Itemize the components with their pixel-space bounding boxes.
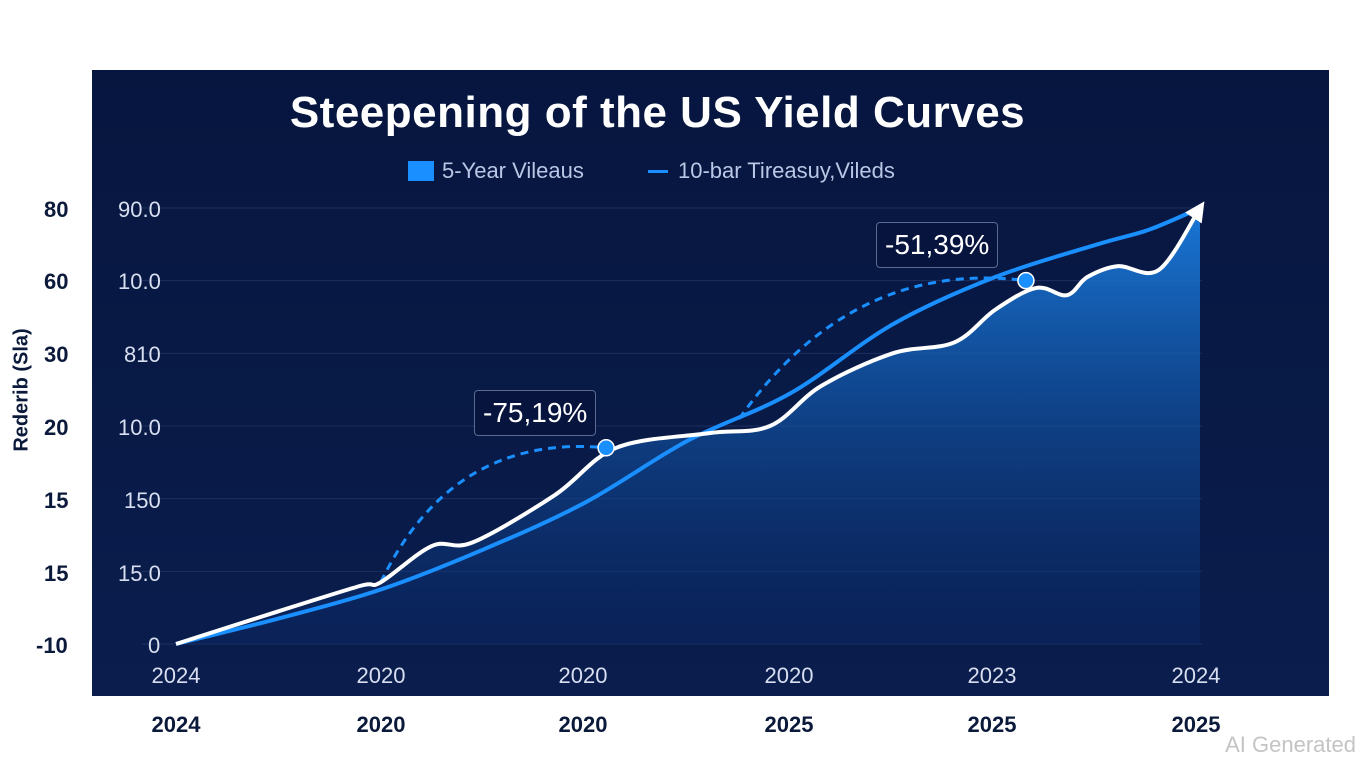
x-tick-outer: 2025 (967, 712, 1017, 737)
x-tick-outer: 2025 (1171, 712, 1221, 737)
y-tick-inner: 150 (124, 488, 161, 513)
y-axis-label: Rederib (Sla) (10, 328, 33, 452)
annotation-callout: -51,39% (876, 222, 999, 268)
chart-title: Steepening of the US Yield Curves (289, 88, 1026, 137)
series-line-5-year (175, 201, 1205, 646)
y-tick-inner: 810 (124, 342, 161, 367)
x-tick-inner: 2020 (558, 663, 608, 688)
chart-panel (92, 70, 1329, 696)
legend-line-swatch (648, 169, 668, 173)
legend-item-5-year: 5-Year Vileaus (408, 158, 584, 184)
y-tick-outer: 60 (44, 269, 69, 294)
x-tick-outer: 2020 (356, 712, 406, 737)
chart-plot (142, 201, 1205, 646)
annotation-point (1017, 271, 1035, 290)
annotation-point (597, 439, 615, 457)
y-tick-outer: 15 (44, 561, 69, 586)
legend-box-swatch (408, 161, 434, 181)
y-tick-outer: -10 (36, 633, 68, 658)
x-tick-outer: 2025 (764, 712, 814, 737)
dashed-arc (737, 276, 1027, 420)
y-tick-inner: 10.0 (118, 269, 161, 294)
y-tick-inner: 0 (148, 633, 161, 658)
x-tick-inner: 2024 (1171, 663, 1221, 688)
watermark: AI Generated (1225, 732, 1356, 757)
x-tick-inner: 2020 (356, 663, 406, 688)
annotation-callout: -75,19% (474, 390, 597, 436)
y-tick-outer: 20 (44, 415, 69, 440)
dashed-arc (379, 445, 607, 583)
x-tick-inner: 2020 (764, 663, 814, 688)
y-tick-outer: 30 (44, 342, 69, 367)
y-tick-inner: 90.0 (118, 197, 161, 222)
x-tick-outer: 2020 (558, 712, 608, 737)
legend-label: 10-bar Tireasuy,Vileds (678, 158, 895, 183)
area-fill (176, 208, 1200, 644)
y-tick-inner: 15.0 (118, 561, 161, 586)
legend-label: 5-Year Vileaus (442, 158, 584, 183)
y-tick-inner: 10.0 (118, 415, 161, 440)
legend-item-10-year: 10-bar Tireasuy,Vileds (648, 158, 895, 184)
series-line-10-year (175, 206, 1201, 646)
x-tick-inner: 2024 (151, 663, 201, 688)
y-tick-outer: 80 (44, 197, 69, 222)
y-tick-outer: 15 (44, 488, 69, 513)
x-tick-outer: 2024 (151, 712, 201, 737)
x-tick-inner: 2023 (967, 663, 1017, 688)
